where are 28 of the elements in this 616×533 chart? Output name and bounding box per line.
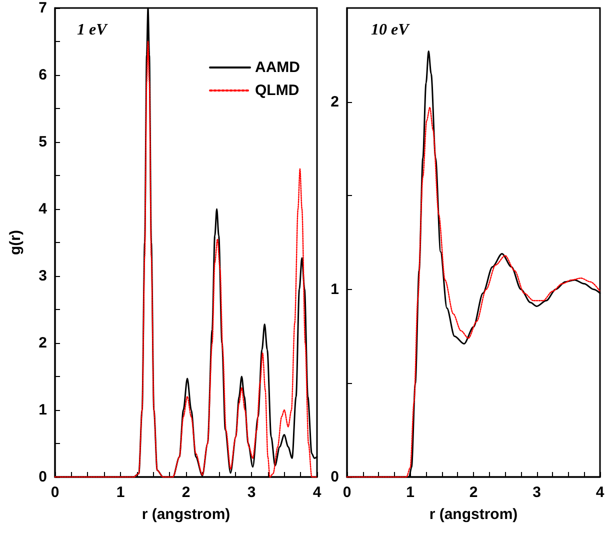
legend-label: QLMD <box>255 82 300 99</box>
y-tick-label: 7 <box>38 0 47 16</box>
y-tick-label: 0 <box>38 468 47 486</box>
y-axis-title: g(r) <box>7 230 24 255</box>
y-tick-label: 0 <box>330 468 339 486</box>
x-tick-label: 0 <box>50 484 60 501</box>
annotation: 1 eV <box>77 22 108 38</box>
x-tick-label: 2 <box>182 484 190 501</box>
x-tick-label: 0 <box>342 484 352 501</box>
y-tick-label: 4 <box>38 200 48 218</box>
y-tick-label: 1 <box>330 280 339 298</box>
y-tick-label: 5 <box>38 134 47 150</box>
y-tick-label: 2 <box>330 93 339 110</box>
y-tick-label: 6 <box>38 66 47 84</box>
x-axis-title: r (angstrom) <box>142 506 230 523</box>
x-axis-title: r (angstrom) <box>429 506 518 523</box>
y-tick-label: 1 <box>38 402 47 418</box>
legend-label: AAMD <box>255 59 300 76</box>
y-tick-label: 2 <box>38 334 47 352</box>
x-tick-label: 4 <box>596 484 605 501</box>
x-tick-label: 4 <box>312 484 322 501</box>
x-tick-label: 1 <box>116 484 125 501</box>
x-tick-label: 3 <box>247 484 256 501</box>
x-tick-label: 3 <box>532 484 541 501</box>
x-tick-label: 1 <box>406 484 414 501</box>
annotation: 10 eV <box>371 22 410 38</box>
x-tick-label: 2 <box>469 484 478 501</box>
y-tick-label: 3 <box>38 268 47 284</box>
